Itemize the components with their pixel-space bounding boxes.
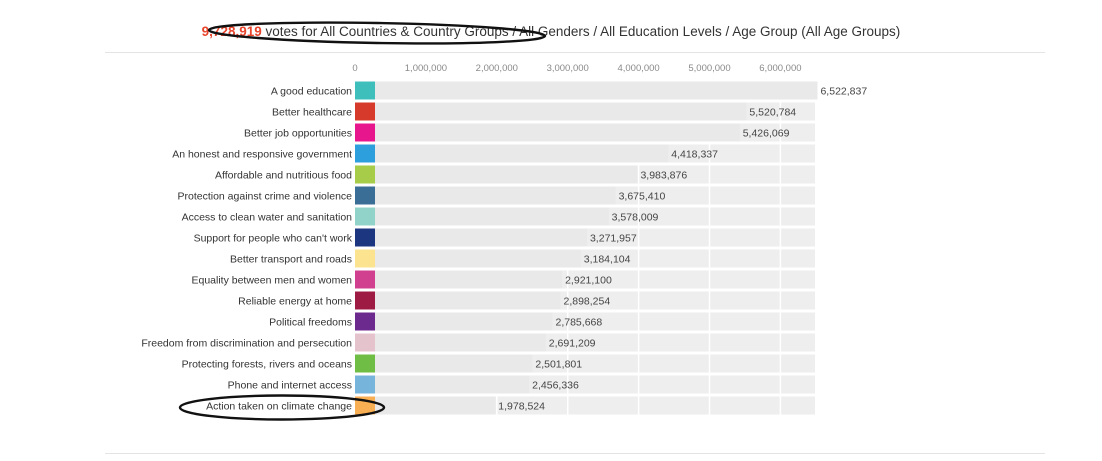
value-label: 2,898,254 xyxy=(563,295,610,307)
bar-color-swatch xyxy=(355,81,375,100)
category-label: Access to clean water and sanitation xyxy=(182,211,353,223)
bar[interactable] xyxy=(355,375,530,394)
category-label: Better healthcare xyxy=(272,106,352,118)
category-label: Protection against crime and violence xyxy=(177,190,352,202)
category-label: Political freedoms xyxy=(269,316,352,328)
bar[interactable] xyxy=(355,144,669,163)
bar[interactable] xyxy=(355,333,546,352)
bar-color-swatch xyxy=(355,102,375,121)
bar-color-swatch xyxy=(355,291,375,310)
category-label: Protecting forests, rivers and oceans xyxy=(182,358,352,370)
bar-color-swatch xyxy=(355,123,375,142)
category-label: A good education xyxy=(271,85,352,97)
bar[interactable] xyxy=(355,291,561,310)
value-label: 1,978,524 xyxy=(498,400,545,412)
value-label: 3,675,410 xyxy=(619,190,666,202)
category-label: Affordable and nutritious food xyxy=(215,169,352,181)
highlight-ellipse-climate-change xyxy=(178,394,386,421)
value-label: 4,418,337 xyxy=(671,148,718,160)
filter-description: votes for All Countries & Country Groups… xyxy=(261,24,901,39)
tick-label: 1,000,000 xyxy=(405,63,447,74)
value-label: 5,520,784 xyxy=(749,106,796,118)
bar[interactable] xyxy=(355,81,818,100)
bar-color-swatch xyxy=(355,186,375,205)
bar[interactable] xyxy=(355,396,496,415)
tick-label: 3,000,000 xyxy=(547,63,589,74)
category-label: Phone and internet access xyxy=(228,379,352,391)
tick-label: 4,000,000 xyxy=(617,63,659,74)
footer-divider xyxy=(105,453,1045,454)
header-divider xyxy=(105,52,1045,53)
value-label: 2,785,668 xyxy=(556,316,603,328)
category-label: Better job opportunities xyxy=(244,127,352,139)
bar[interactable] xyxy=(355,354,533,373)
axis-tick-labels: 0 1,000,000 2,000,000 3,000,000 4,000,000 5,0… xyxy=(352,63,801,74)
bar[interactable] xyxy=(355,186,616,205)
bar[interactable] xyxy=(355,228,587,247)
bar-color-swatch xyxy=(355,228,375,247)
bar[interactable] xyxy=(355,102,747,121)
value-label: 2,456,336 xyxy=(532,379,579,391)
tick-label: 0 xyxy=(352,63,357,74)
value-label: 5,426,069 xyxy=(743,127,790,139)
value-label: 2,921,100 xyxy=(565,274,612,286)
tick-label: 2,000,000 xyxy=(476,63,518,74)
category-label: Equality between men and women xyxy=(191,274,352,286)
bar-color-swatch xyxy=(355,375,375,394)
value-label: 6,522,837 xyxy=(820,85,867,97)
bar-color-swatch xyxy=(355,249,375,268)
category-label: Support for people who can't work xyxy=(194,232,353,244)
tick-label: 5,000,000 xyxy=(688,63,730,74)
tick-label: 6,000,000 xyxy=(759,63,801,74)
bars xyxy=(355,81,818,415)
annotation-circles xyxy=(178,21,547,421)
bar-color-swatch xyxy=(355,207,375,226)
value-label: 3,983,876 xyxy=(640,169,687,181)
category-label: Action taken on climate change xyxy=(206,400,352,412)
value-label: 2,501,801 xyxy=(535,358,582,370)
value-label: 3,271,957 xyxy=(590,232,637,244)
category-label: Better transport and roads xyxy=(230,253,352,265)
bar-color-swatch xyxy=(355,312,375,331)
bar[interactable] xyxy=(355,270,563,289)
bar-color-swatch xyxy=(355,333,375,352)
value-label: 3,184,104 xyxy=(584,253,631,265)
bar[interactable] xyxy=(355,312,553,331)
bar[interactable] xyxy=(355,207,609,226)
value-label: 2,691,209 xyxy=(549,337,596,349)
bar[interactable] xyxy=(355,165,638,184)
category-labels: A good education Better healthcare Better … xyxy=(141,85,352,412)
bar-color-swatch xyxy=(355,165,375,184)
bar-color-swatch xyxy=(355,144,375,163)
bar[interactable] xyxy=(355,123,740,142)
category-label: An honest and responsive government xyxy=(172,148,352,160)
value-labels: 6,522,837 5,520,784 5,426,069 4,418,337 3,98… xyxy=(498,85,867,412)
highlight-ellipse-vote-count xyxy=(207,21,547,45)
value-label: 3,578,009 xyxy=(612,211,659,223)
category-label: Freedom from discrimination and persecut… xyxy=(141,337,352,349)
bar[interactable] xyxy=(355,249,581,268)
bar-color-swatch xyxy=(355,270,375,289)
bar-color-swatch xyxy=(355,354,375,373)
category-label: Reliable energy at home xyxy=(238,295,352,307)
